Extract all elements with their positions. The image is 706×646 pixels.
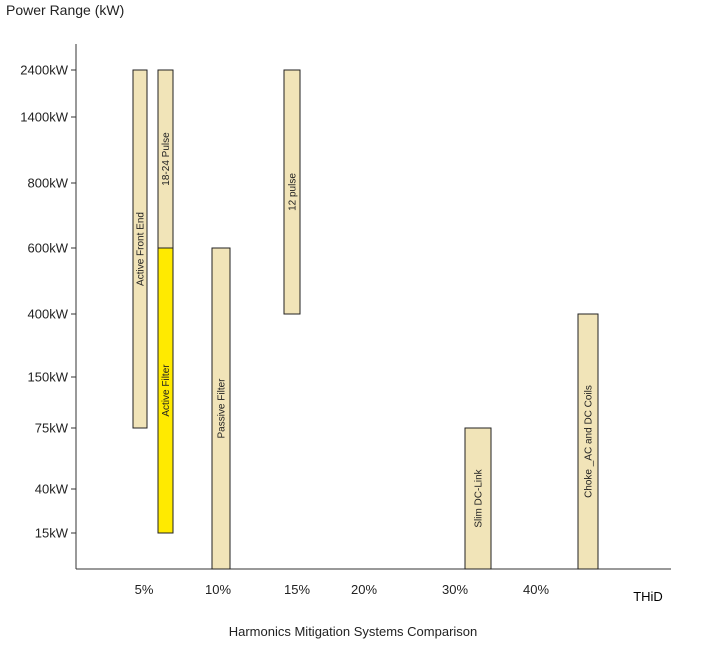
bar-label: Passive Filter (217, 378, 228, 439)
y-tick-label: 800kW (28, 176, 69, 191)
axes (75, 44, 671, 570)
bar-rect (464, 427, 492, 570)
x-tick-label: 20% (351, 582, 377, 597)
bar-label: 18-24 Pulse (161, 132, 172, 186)
bar-label: 12 pulse (288, 173, 299, 211)
bars-group: Active Front End 18-24 Pulse Active Filter… (132, 69, 599, 570)
bar-rect (283, 69, 301, 315)
x-ticks: 5% 10% 15% 20% 30% 40% (135, 582, 550, 597)
bar-12-pulse: 12 pulse (283, 69, 301, 315)
y-tick-label: 600kW (28, 241, 69, 256)
x-tick-label: 15% (284, 582, 310, 597)
bar-slim-dc-link: Slim DC-Link (464, 427, 492, 570)
bar-label: Choke _AC and DC Coils (584, 385, 595, 498)
bar-passive-filter: Passive Filter (211, 247, 231, 570)
y-tick-label: 400kW (28, 307, 69, 322)
bar-label: Slim DC-Link (474, 468, 485, 527)
bar-18-24-pulse: 18-24 Pulse (157, 69, 174, 249)
y-ticks: 15kW 40kW 75kW 150kW 400kW 600kW 800kW 1400kW 24… (20, 63, 76, 541)
bar-active-front-end: Active Front End (132, 69, 148, 429)
bar-rect (577, 313, 599, 570)
bar-rect (132, 69, 148, 429)
bar-active-filter: Active Filter (157, 247, 174, 534)
y-axis-title: Power Range (kW) (6, 2, 125, 18)
x-tick-label: 5% (135, 582, 154, 597)
y-tick-label: 1400kW (20, 110, 68, 125)
y-tick-label: 15kW (35, 526, 69, 541)
x-tick-label: 40% (523, 582, 549, 597)
chart-title: Harmonics Mitigation Systems Comparison (228, 624, 478, 639)
y-tick-label: 2400kW (20, 63, 68, 78)
y-tick-label: 150kW (28, 370, 69, 385)
x-tick-label: 10% (205, 582, 231, 597)
bar-label: Active Front End (136, 212, 147, 286)
bar-choke-ac-and-dc-coils: Choke _AC and DC Coils (577, 313, 599, 570)
x-tick-label: 30% (442, 582, 468, 597)
x-axis-title: THiD (633, 589, 663, 604)
bar-rect (157, 247, 174, 534)
y-tick-label: 75kW (35, 421, 69, 436)
bar-label: Active Filter (161, 364, 172, 417)
bar-rect (211, 247, 231, 570)
y-tick-label: 40kW (35, 482, 69, 497)
